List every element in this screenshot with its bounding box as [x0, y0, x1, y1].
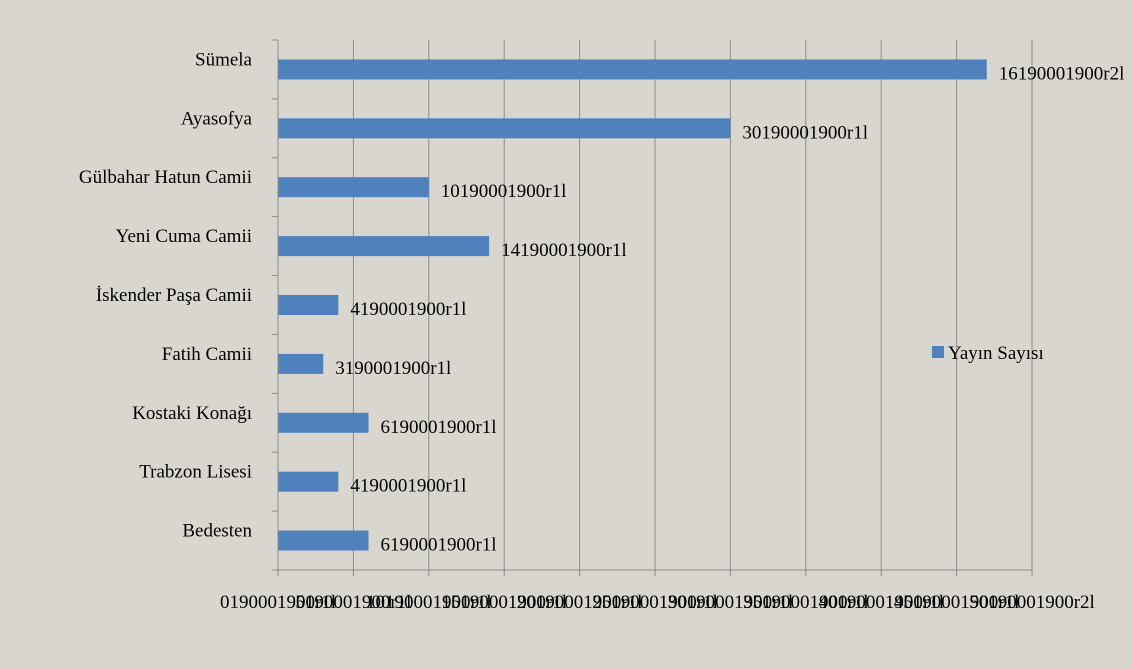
category-label-5: Fatih Camii: [162, 344, 252, 365]
bars: [278, 59, 987, 551]
data-label-6: 6190001900r1l: [380, 417, 496, 438]
x-tick-label-8: 40190001900r1l: [818, 592, 944, 613]
data-label-7: 4190001900r1l: [350, 476, 466, 497]
x-tick-label-7: 35190001900r1l: [743, 592, 869, 613]
category-label-7: Trabzon Lisesi: [139, 462, 252, 483]
legend-label-0: Yayın Sayısı: [948, 343, 1044, 364]
bar-3: [278, 236, 490, 257]
bar-7: [278, 471, 339, 492]
bar-2: [278, 177, 429, 198]
category-label-1: Ayasofya: [181, 108, 253, 129]
bar-1: [278, 118, 731, 139]
data-label-3: 14190001900r1l: [501, 240, 627, 261]
data-label-0: 16190001900r2l: [999, 63, 1125, 84]
x-tick-label-2: 10190001900r1l: [366, 592, 492, 613]
bar-0: [278, 59, 987, 80]
x-tick-label-1: 5190001900r1l: [295, 592, 411, 613]
category-label-0: Sümela: [195, 49, 253, 70]
category-label-4: İskender Paşa Camii: [96, 285, 252, 306]
bar-5: [278, 353, 324, 374]
legend-swatch-0: [932, 346, 944, 358]
bar-4: [278, 295, 339, 315]
data-label-5: 3190001900r1l: [335, 358, 451, 379]
x-tick-label-4: 20190001900r1l: [517, 592, 643, 613]
axes: Sümela Ayasofya Gülbahar Hatun Camii Yeni C…: [79, 39, 1095, 613]
x-tick-label-3: 15190001900r1l: [441, 592, 567, 613]
x-tick-label-0: 0190001900r1l: [220, 592, 336, 613]
category-label-3: Yeni Cuma Camii: [116, 226, 252, 247]
data-labels: 16190001900r2l 30190001900r1l 10190001900r…: [335, 63, 1124, 555]
category-label-2: Gülbahar Hatun Camii: [79, 167, 252, 188]
bar-6: [278, 412, 369, 433]
legend: Yayın Sayısı: [932, 343, 1044, 364]
x-tick-label-5: 25190001900r1l: [592, 592, 718, 613]
bar-8: [278, 530, 369, 551]
data-label-8: 6190001900r1l: [380, 535, 496, 556]
x-tick-label-6: 30190001900r1l: [668, 592, 794, 613]
data-label-4: 4190001900r1l: [350, 299, 466, 320]
data-label-1: 30190001900r1l: [742, 122, 868, 143]
x-tick-label-10: 50190001900r2l: [969, 592, 1095, 613]
category-label-8: Bedesten: [182, 521, 252, 542]
data-label-2: 10190001900r1l: [441, 181, 567, 202]
x-tick-label-9: 45190001900r1l: [894, 592, 1020, 613]
category-label-6: Kostaki Konağı: [132, 403, 252, 424]
